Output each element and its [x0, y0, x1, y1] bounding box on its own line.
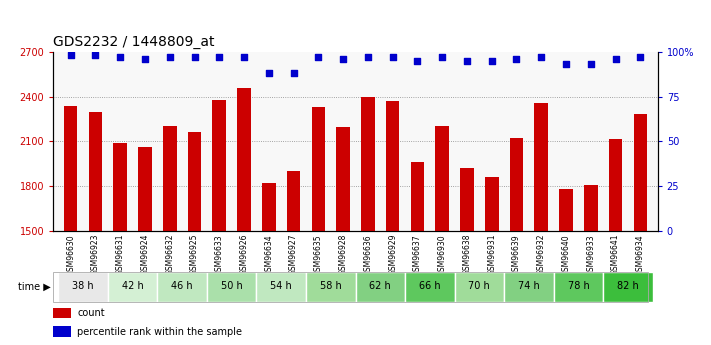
Point	[486, 58, 498, 63]
Bar	[163, 127, 176, 345]
Point	[610, 56, 621, 62]
Text: percentile rank within the sample: percentile rank within the sample	[77, 327, 242, 337]
Point	[535, 55, 547, 60]
Point	[213, 55, 225, 60]
Bar	[53, 308, 71, 318]
Point	[510, 56, 522, 62]
Bar	[207, 272, 257, 302]
Bar	[138, 147, 151, 345]
Bar	[262, 183, 276, 345]
Text: 54 h: 54 h	[270, 282, 292, 291]
Text: 70 h: 70 h	[469, 282, 490, 291]
Bar	[257, 272, 306, 302]
Bar	[53, 272, 648, 302]
Point	[412, 58, 423, 63]
Text: 58 h: 58 h	[320, 282, 341, 291]
Point	[263, 70, 274, 76]
Text: 62 h: 62 h	[370, 282, 391, 291]
Text: 78 h: 78 h	[567, 282, 589, 291]
Bar	[460, 168, 474, 345]
Bar	[603, 272, 653, 302]
Point	[139, 56, 151, 62]
Point	[461, 58, 473, 63]
Text: 50 h: 50 h	[221, 282, 242, 291]
Bar	[405, 272, 454, 302]
Bar	[535, 102, 548, 345]
Point	[164, 55, 176, 60]
Bar	[213, 100, 226, 345]
Bar	[554, 272, 603, 302]
Text: 74 h: 74 h	[518, 282, 540, 291]
Bar	[311, 107, 325, 345]
Bar	[356, 272, 405, 302]
Bar	[113, 143, 127, 345]
Bar	[64, 106, 77, 345]
Point	[65, 52, 76, 58]
Bar	[157, 272, 207, 302]
Bar	[609, 139, 622, 345]
Point	[362, 55, 373, 60]
Bar	[504, 272, 554, 302]
Text: count: count	[77, 308, 105, 318]
Point	[90, 52, 101, 58]
Bar	[634, 114, 647, 345]
Text: 82 h: 82 h	[617, 282, 638, 291]
Bar	[287, 170, 300, 345]
Point	[288, 70, 299, 76]
Point	[560, 61, 572, 67]
Text: 42 h: 42 h	[122, 282, 144, 291]
Bar	[336, 127, 350, 345]
Bar	[53, 326, 71, 337]
Point	[313, 55, 324, 60]
Text: 46 h: 46 h	[171, 282, 193, 291]
Text: time ▶: time ▶	[18, 282, 50, 291]
Bar	[108, 272, 157, 302]
Bar	[306, 272, 356, 302]
Point	[238, 55, 250, 60]
Point	[387, 55, 398, 60]
Bar	[485, 177, 498, 345]
Bar	[584, 185, 598, 345]
Text: GDS2232 / 1448809_at: GDS2232 / 1448809_at	[53, 35, 215, 49]
Text: 66 h: 66 h	[419, 282, 441, 291]
Bar	[89, 112, 102, 345]
Bar	[386, 101, 400, 345]
Bar	[237, 88, 251, 345]
Bar	[510, 138, 523, 345]
Point	[338, 56, 349, 62]
Bar	[454, 272, 504, 302]
Bar	[188, 132, 201, 345]
Bar	[58, 272, 108, 302]
Point	[189, 55, 201, 60]
Bar	[411, 162, 424, 345]
Bar	[560, 188, 573, 345]
Point	[635, 55, 646, 60]
Bar	[361, 97, 375, 345]
Bar	[435, 127, 449, 345]
Text: 38 h: 38 h	[73, 282, 94, 291]
Point	[114, 55, 126, 60]
Point	[585, 61, 597, 67]
Point	[437, 55, 448, 60]
